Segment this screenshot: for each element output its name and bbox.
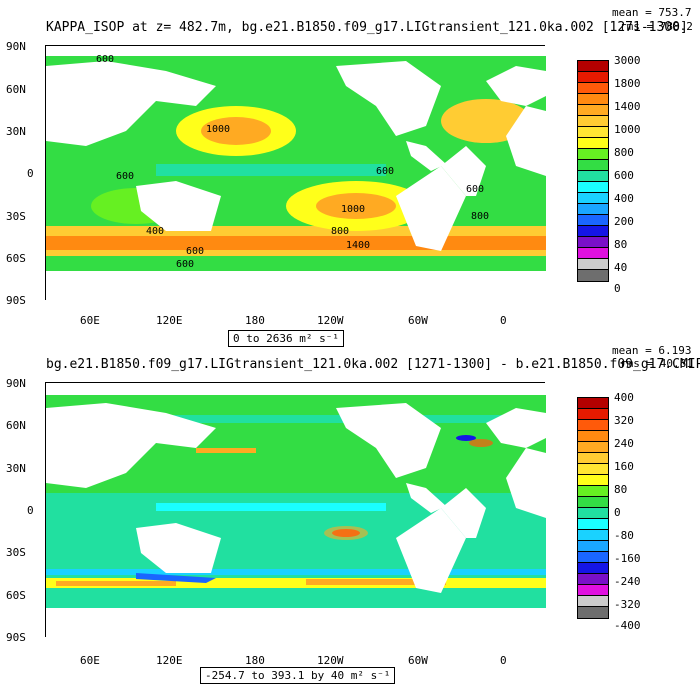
colorbar-label: -80 — [614, 529, 634, 542]
panel1-map: 600 1000 600 400 600 600 1000 800 800 60… — [45, 45, 546, 301]
colorbar-label: 3000 — [614, 54, 641, 67]
panel1-rms: rms = 788.2 — [620, 20, 693, 33]
panel1-range: 0 to 2636 m² s⁻¹ — [228, 330, 344, 347]
lon-tick: 60E — [80, 654, 100, 667]
panel1-title: KAPPA_ISOP at z= 482.7m, bg.e21.B1850.f0… — [46, 20, 688, 35]
colorbar-label: 320 — [614, 414, 634, 427]
colorbar-label: 80 — [614, 483, 628, 496]
panel1-mean: mean = 753.7 — [612, 6, 692, 19]
contour-label: 1000 — [206, 124, 231, 135]
lon-tick: 0 — [500, 314, 507, 327]
lon-tick: 180 — [245, 314, 265, 327]
contour-label: 1000 — [341, 204, 366, 215]
lat-tick: 60N — [6, 419, 26, 432]
lon-tick: 60E — [80, 314, 100, 327]
lon-tick: 60W — [408, 654, 428, 667]
panel2-map — [45, 382, 546, 638]
lon-tick: 120E — [156, 314, 183, 327]
colorbar-label: 200 — [614, 215, 634, 228]
lon-tick: 180 — [245, 654, 265, 667]
colorbar-label: 80 — [614, 238, 628, 251]
colorbar-label: 1000 — [614, 123, 641, 136]
lat-tick: 60N — [6, 83, 26, 96]
panel1-colorbar — [577, 60, 609, 282]
lat-tick: 30S — [6, 546, 26, 559]
contour-label: 600 — [186, 246, 205, 257]
lon-tick: 120E — [156, 654, 183, 667]
lon-tick: 120W — [317, 654, 344, 667]
colorbar-label: 0 — [614, 506, 621, 519]
colorbar-label: 40 — [614, 261, 628, 274]
colorbar-label: 400 — [614, 391, 634, 404]
panel1-map-graphic — [46, 46, 546, 301]
colorbar-label: -320 — [614, 598, 641, 611]
panel2-range: -254.7 to 393.1 by 40 m² s⁻¹ — [200, 667, 396, 684]
panel2-map-graphic — [46, 383, 546, 638]
lon-tick: 120W — [317, 314, 344, 327]
colorbar-label: -240 — [614, 575, 641, 588]
lat-tick: 60S — [6, 589, 26, 602]
lat-tick: 30N — [6, 125, 26, 138]
colorbar-label: 800 — [614, 146, 634, 159]
lat-tick: 90N — [6, 40, 26, 53]
contour-label: 600 — [176, 259, 195, 270]
colorbar-label: 160 — [614, 460, 634, 473]
panel2-mean: mean = 6.193 — [612, 344, 692, 357]
lat-tick: 30N — [6, 462, 26, 475]
contour-label: 600 — [116, 171, 135, 182]
colorbar-label: -400 — [614, 619, 641, 632]
contour-label: 600 — [96, 54, 115, 65]
contour-label: 600 — [466, 184, 485, 195]
contour-label: 800 — [331, 226, 350, 237]
contour-label: 1400 — [346, 240, 371, 251]
colorbar-label: 400 — [614, 192, 634, 205]
contour-label: 600 — [376, 166, 395, 177]
lat-tick: 0 — [27, 167, 34, 180]
lat-tick: 0 — [27, 504, 34, 517]
colorbar-label: 1800 — [614, 77, 641, 90]
lat-tick: 60S — [6, 252, 26, 265]
panel2-colorbar — [577, 397, 609, 619]
colorbar-label: 240 — [614, 437, 634, 450]
contour-label: 400 — [146, 226, 165, 237]
lat-tick: 90N — [6, 377, 26, 390]
lat-tick: 30S — [6, 210, 26, 223]
colorbar-label: 1400 — [614, 100, 641, 113]
lon-tick: 0 — [500, 654, 507, 667]
colorbar-label: -160 — [614, 552, 641, 565]
colorbar-label: 600 — [614, 169, 634, 182]
panel2-rms: rms = 40.81 — [620, 357, 693, 370]
lat-tick: 90S — [6, 294, 26, 307]
lon-tick: 60W — [408, 314, 428, 327]
panel2-title: bg.e21.B1850.f09_g17.LIGtransient_121.0k… — [46, 357, 700, 372]
contour-label: 800 — [471, 211, 490, 222]
colorbar-label: 0 — [614, 282, 621, 295]
lat-tick: 90S — [6, 631, 26, 644]
